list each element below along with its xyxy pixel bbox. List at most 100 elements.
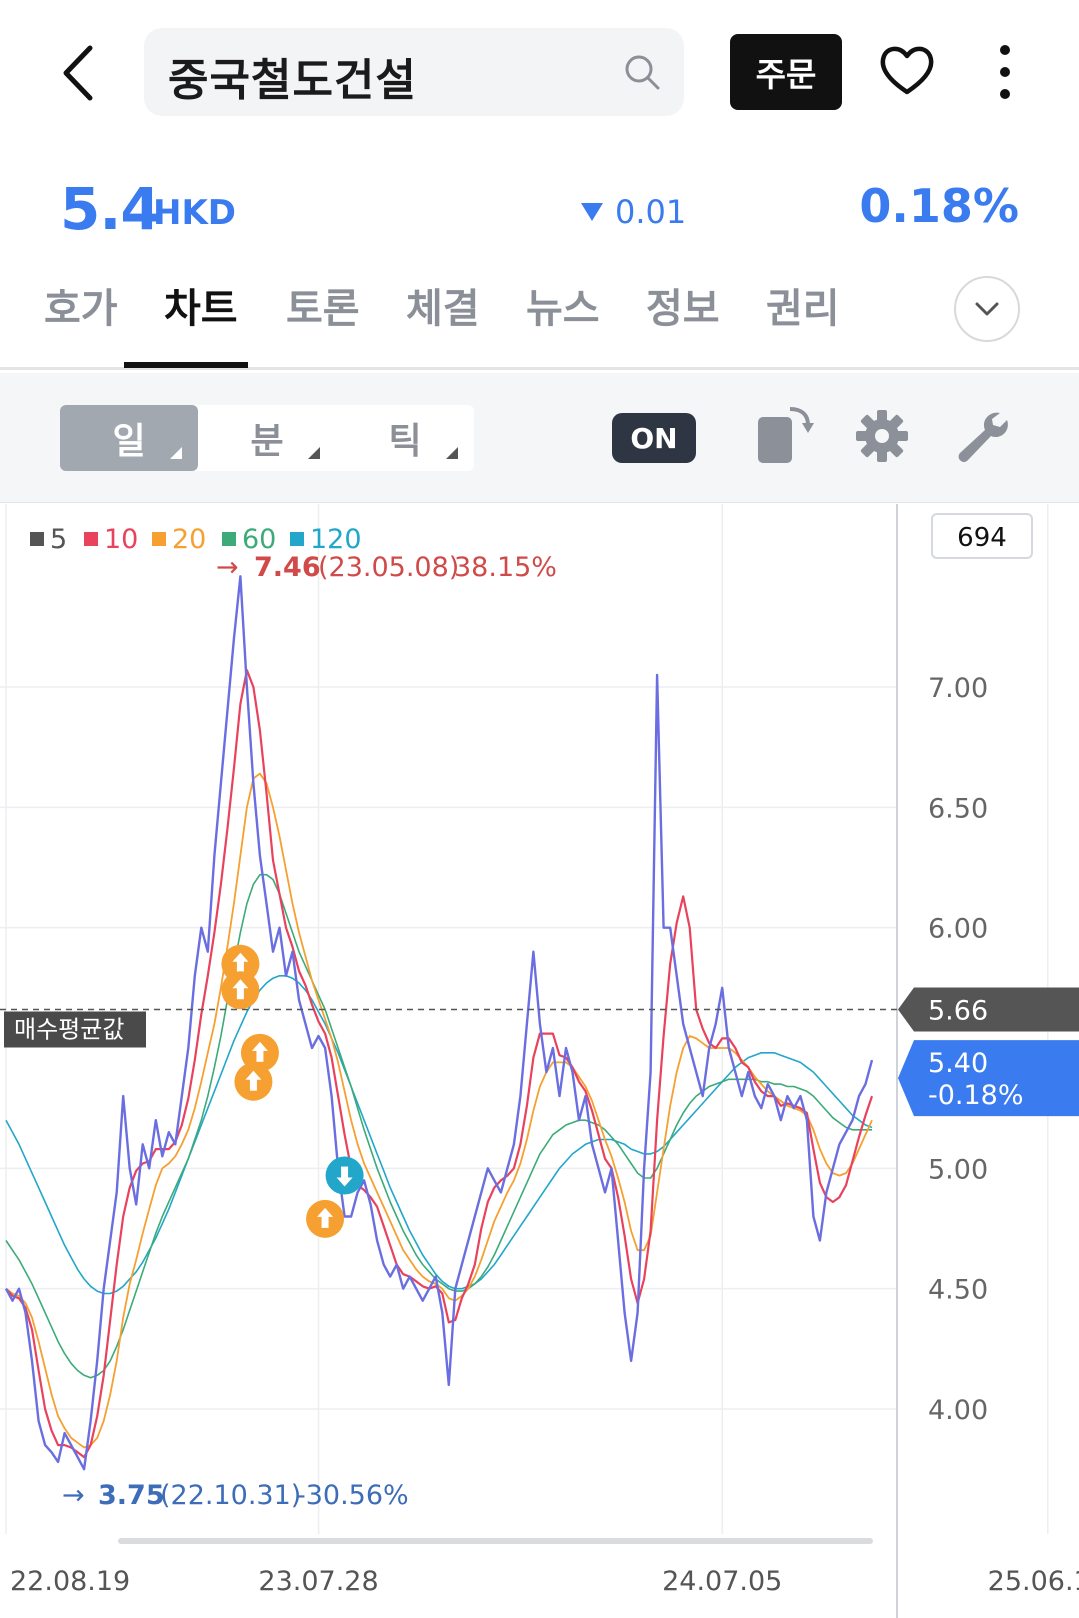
rotate-screen-icon[interactable] bbox=[756, 403, 814, 467]
current-price-tag-price: 5.40 bbox=[928, 1048, 988, 1079]
price-line bbox=[4, 575, 874, 1471]
legend-label-10: 10 bbox=[104, 524, 138, 555]
period-daily-label: 일 bbox=[112, 421, 146, 462]
tab-chart[interactable]: 차트 bbox=[164, 286, 238, 332]
high-percent: 38.15% bbox=[454, 552, 557, 583]
tab-info[interactable]: 정보 bbox=[646, 286, 720, 332]
app-header: 중국철도건설 주문 bbox=[0, 0, 1079, 150]
buy-marker-icon bbox=[221, 971, 260, 1010]
period-tick-label: 틱 bbox=[388, 421, 422, 462]
chart-toolbar: 일 분 틱 ON bbox=[0, 373, 1079, 503]
low-price: 3.75 bbox=[98, 1480, 165, 1511]
chart-legend: 5 10 20 60 120 bbox=[30, 524, 362, 555]
period-minute-label: 분 bbox=[250, 421, 284, 462]
low-date: (22.10.31) bbox=[160, 1480, 301, 1511]
y-tick-label: 5.00 bbox=[928, 1154, 988, 1185]
legend-label-60: 60 bbox=[242, 524, 276, 555]
volume-value: 694 bbox=[957, 523, 1007, 553]
y-tick-label: 6.50 bbox=[928, 793, 988, 824]
legend-label-5: 5 bbox=[50, 524, 67, 555]
back-button[interactable] bbox=[52, 38, 108, 108]
y-tick-label: 7.00 bbox=[928, 673, 988, 704]
chart-series bbox=[4, 575, 874, 1471]
order-button[interactable]: 주문 bbox=[730, 34, 842, 110]
low-annotation: → 3.75 (22.10.31) -30.56% bbox=[62, 1480, 409, 1511]
y-tick-label: 4.00 bbox=[928, 1395, 988, 1426]
sell-marker-icon bbox=[325, 1156, 364, 1195]
search-icon[interactable] bbox=[622, 52, 662, 92]
chevron-down-icon bbox=[975, 302, 999, 316]
legend-swatch-60 bbox=[222, 532, 236, 546]
ma-10-line bbox=[5, 669, 874, 1459]
x-tick-label: 25.06.13 bbox=[988, 1566, 1079, 1597]
current-price: 5.4 bbox=[60, 175, 161, 243]
period-tick-button[interactable]: 틱 bbox=[336, 405, 474, 471]
avg-price-value: 5.66 bbox=[928, 995, 988, 1026]
legend-label-120: 120 bbox=[310, 524, 362, 555]
price-chart-svg[interactable]: 5 10 20 60 120 694 → 7.46 (23.05.08) 38.… bbox=[0, 504, 1079, 1618]
more-vertical-icon[interactable] bbox=[990, 42, 1020, 102]
stock-name: 중국철도건설 bbox=[168, 55, 417, 106]
high-date: (23.05.08) bbox=[318, 552, 459, 583]
period-daily-button[interactable]: 일 bbox=[60, 405, 198, 471]
y-tick-label: 4.50 bbox=[928, 1275, 988, 1306]
tab-bar: 호가 차트 토론 체결 뉴스 정보 권리 bbox=[0, 268, 1079, 370]
x-tick-label: 24.07.05 bbox=[662, 1566, 782, 1597]
dropdown-corner-icon bbox=[308, 447, 320, 459]
high-price: 7.46 bbox=[254, 552, 321, 583]
settings-gear-icon[interactable] bbox=[855, 409, 909, 463]
chart-grid bbox=[0, 504, 1049, 1534]
buy-marker-icon bbox=[234, 1062, 273, 1101]
high-arrow: → bbox=[216, 552, 239, 583]
x-tick-label: 22.08.19 bbox=[10, 1566, 130, 1597]
tab-news[interactable]: 뉴스 bbox=[526, 286, 600, 332]
chart-scrollbar[interactable] bbox=[118, 1538, 873, 1544]
ma-20-line bbox=[5, 772, 873, 1449]
price-chart[interactable]: 5 10 20 60 120 694 → 7.46 (23.05.08) 38.… bbox=[0, 504, 1079, 1618]
y-tick-label: 6.00 bbox=[928, 914, 988, 945]
ma-60-line bbox=[5, 873, 872, 1379]
tab-rights[interactable]: 권리 bbox=[766, 286, 840, 332]
price-change: 0.01 bbox=[581, 193, 686, 231]
active-tab-indicator bbox=[124, 362, 248, 368]
x-axis-labels: 22.08.19 23.07.28 24.07.05 25.06.13 bbox=[10, 1566, 1079, 1597]
wrench-icon[interactable] bbox=[956, 409, 1010, 463]
stock-search-box[interactable]: 중국철도건설 bbox=[144, 28, 684, 116]
trade-markers bbox=[221, 944, 364, 1238]
price-change-value: 0.01 bbox=[615, 193, 687, 231]
dropdown-corner-icon bbox=[446, 447, 458, 459]
current-price-tag-percent: -0.18% bbox=[928, 1080, 1024, 1111]
tabs-expand-button[interactable] bbox=[954, 276, 1020, 342]
high-annotation: → 7.46 (23.05.08) 38.15% bbox=[216, 552, 557, 583]
tab-discussion[interactable]: 토론 bbox=[286, 286, 360, 332]
legend-label-20: 20 bbox=[172, 524, 206, 555]
down-triangle-icon bbox=[581, 203, 603, 221]
period-selector: 일 분 틱 bbox=[60, 405, 474, 471]
volume-box: 694 bbox=[931, 513, 1033, 559]
period-minute-button[interactable]: 분 bbox=[198, 405, 336, 471]
currency-unit: HKD bbox=[153, 193, 237, 233]
indicator-on-toggle[interactable]: ON bbox=[612, 413, 696, 463]
buy-marker-icon bbox=[221, 944, 260, 983]
avg-price-value-tag: 5.66 bbox=[898, 987, 1079, 1032]
avg-price-tag: 매수평균값 bbox=[4, 1011, 146, 1048]
heart-icon[interactable] bbox=[878, 42, 936, 100]
avg-price-label: 매수평균값 bbox=[14, 1015, 124, 1043]
tab-trades[interactable]: 체결 bbox=[406, 286, 480, 332]
chevron-left-icon bbox=[63, 45, 93, 101]
buy-marker-icon bbox=[240, 1033, 279, 1072]
legend-swatch-20 bbox=[152, 532, 166, 546]
x-tick-label: 23.07.28 bbox=[258, 1566, 378, 1597]
legend-swatch-120 bbox=[290, 532, 304, 546]
low-arrow: → bbox=[62, 1480, 85, 1511]
quote-summary: 5.4 HKD 0.01 0.18% bbox=[0, 165, 1079, 245]
buy-marker-icon bbox=[306, 1199, 345, 1238]
current-price-tag: 5.40 -0.18% bbox=[898, 1040, 1079, 1117]
low-percent: -30.56% bbox=[296, 1480, 409, 1511]
legend-swatch-5 bbox=[30, 532, 44, 546]
legend-swatch-10 bbox=[84, 532, 98, 546]
tab-orderbook[interactable]: 호가 bbox=[44, 286, 118, 332]
dropdown-corner-icon bbox=[170, 447, 182, 459]
y-axis-labels: 7.00 6.50 6.00 5.00 4.50 4.00 bbox=[928, 673, 988, 1426]
price-change-percent: 0.18% bbox=[859, 179, 1019, 233]
